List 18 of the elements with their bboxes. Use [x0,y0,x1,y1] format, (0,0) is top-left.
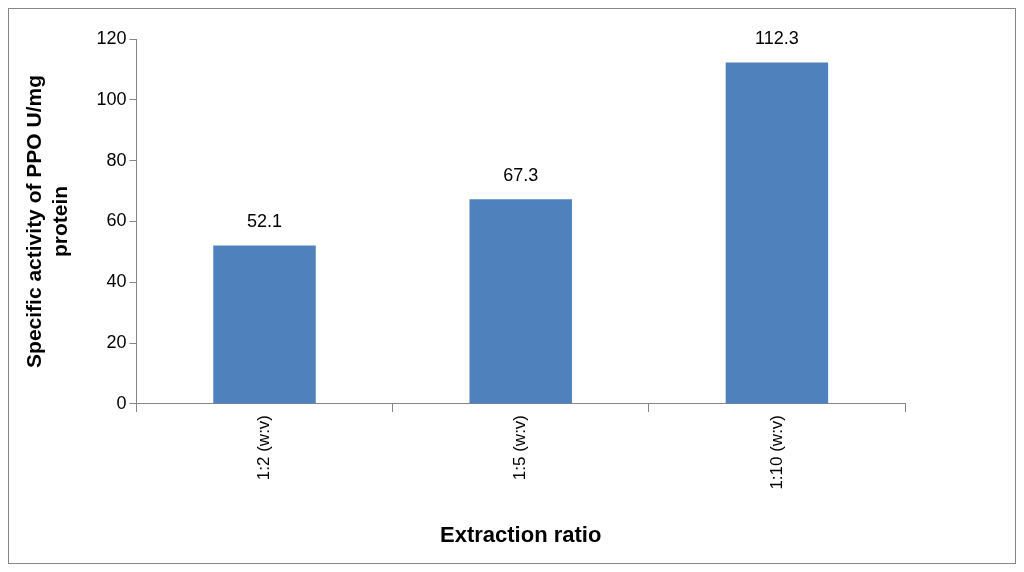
x-tick-label: 1:10 (w:v) [766,414,786,490]
bar [469,199,572,404]
y-tick-label: 0 [116,392,127,413]
y-tick-label: 20 [106,332,127,353]
y-tick-label: 100 [96,88,127,109]
y-tick-label: 40 [106,271,127,292]
y-tick-label: 60 [106,210,127,231]
x-tick-label: 1:5 (w:v) [510,414,530,481]
bar [213,245,316,404]
data-label: 67.3 [503,165,539,186]
bar [725,62,829,404]
y-tick-label: 80 [106,149,127,170]
y-axis-title: Specific activity of PPO U/mg protein [22,75,71,368]
x-axis-title: Extraction ratio [440,521,602,547]
data-label: 112.3 [755,28,799,49]
y-tick-label: 120 [96,27,127,48]
x-tick-label: 1:2 (w:v) [254,414,274,481]
data-label: 52.1 [247,211,283,232]
